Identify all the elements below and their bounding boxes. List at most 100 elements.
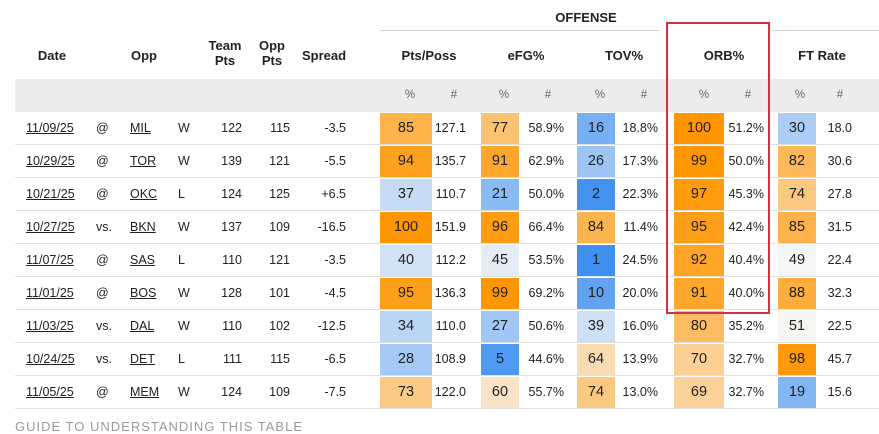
pts-poss-value: 122.0 (434, 385, 466, 399)
tov-percentile: 84 (577, 212, 615, 243)
offense-group-divider (380, 30, 660, 31)
subheader-pp-num: # (450, 89, 458, 101)
subheader-tov-num: # (640, 89, 648, 101)
pts-poss-percentile: 85 (380, 113, 432, 144)
efg-value: 50.6% (528, 319, 564, 333)
spread: -6.5 (324, 352, 346, 366)
opp-pts: 121 (269, 253, 290, 267)
header-spread[interactable]: Spread (301, 48, 347, 63)
ft-rate-value: 32.3 (827, 286, 852, 300)
location: @ (96, 154, 109, 168)
location: vs. (96, 352, 112, 366)
header-team-pts[interactable]: Team Pts (200, 38, 250, 68)
ft-rate-value: 30.6 (827, 154, 852, 168)
efg-percentile: 91 (481, 146, 519, 177)
row-divider (15, 342, 879, 343)
header-opp[interactable]: Opp (131, 48, 157, 63)
tov-value: 17.3% (622, 154, 658, 168)
location: vs. (96, 319, 112, 333)
ft-rate-value: 15.6 (827, 385, 852, 399)
header-pts-poss[interactable]: Pts/Poss (401, 48, 457, 63)
date-link[interactable]: 10/29/25 (26, 154, 75, 168)
orb-percentile: 69 (674, 377, 724, 408)
efg-value: 66.4% (528, 220, 564, 234)
result: L (178, 352, 185, 366)
row-divider (15, 408, 879, 409)
tov-percentile: 26 (577, 146, 615, 177)
result: L (178, 187, 185, 201)
orb-value: 40.0% (728, 286, 764, 300)
date-link[interactable]: 11/05/25 (26, 385, 74, 399)
opponent-link[interactable]: MEM (130, 385, 160, 399)
row-divider (15, 309, 879, 310)
tov-percentile: 2 (577, 179, 615, 210)
spread: +6.5 (321, 187, 346, 201)
opp-pts: 121 (269, 154, 290, 168)
efg-value: 50.0% (528, 187, 564, 201)
efg-value: 44.6% (528, 352, 564, 366)
header-tov[interactable]: TOV% (604, 48, 644, 63)
efg-value: 53.5% (528, 253, 564, 267)
opponent-link[interactable]: BOS (130, 286, 157, 300)
team-pts: 122 (221, 121, 242, 135)
pts-poss-percentile: 73 (380, 377, 432, 408)
opponent-link[interactable]: DAL (130, 319, 155, 333)
orb-percentile: 80 (674, 311, 724, 342)
orb-percentile: 95 (674, 212, 724, 243)
ft-rate-value: 45.7 (827, 352, 852, 366)
date-link[interactable]: 10/27/25 (26, 220, 75, 234)
date-link[interactable]: 11/01/25 (26, 286, 74, 300)
opponent-link[interactable]: TOR (130, 154, 157, 168)
pts-poss-percentile: 100 (380, 212, 432, 243)
tov-percentile: 64 (577, 344, 615, 375)
orb-percentile: 97 (674, 179, 724, 210)
location: @ (96, 187, 109, 201)
date-link[interactable]: 11/09/25 (26, 121, 74, 135)
ft-rate-percentile: 30 (778, 113, 816, 144)
opp-pts: 125 (269, 187, 290, 201)
ft-rate-value: 22.5 (827, 319, 852, 333)
opponent-link[interactable]: SAS (130, 253, 156, 267)
opponent-link[interactable]: BKN (130, 220, 156, 234)
opponent-link[interactable]: DET (130, 352, 155, 366)
opponent-link[interactable]: OKC (130, 187, 158, 201)
header-opp-pts[interactable]: Opp Pts (250, 38, 294, 68)
result: W (178, 319, 190, 333)
date-link[interactable]: 11/03/25 (26, 319, 74, 333)
date-link[interactable]: 10/21/25 (26, 187, 75, 201)
opponent-link[interactable]: MIL (130, 121, 151, 135)
pts-poss-value: 110.7 (435, 187, 466, 201)
ft-rate-percentile: 74 (778, 179, 816, 210)
result: W (178, 385, 190, 399)
subheader-tov-pct: % (594, 89, 606, 101)
spread: -5.5 (324, 154, 346, 168)
result: W (178, 121, 190, 135)
date-link[interactable]: 10/24/25 (26, 352, 75, 366)
tov-percentile: 16 (577, 113, 615, 144)
header-ft-rate[interactable]: FT Rate (798, 48, 846, 63)
orb-percentile: 100 (674, 113, 724, 144)
row-divider (15, 144, 879, 145)
opp-pts: 102 (269, 319, 290, 333)
header-orb[interactable]: ORB% (703, 48, 745, 63)
team-pts: 137 (221, 220, 242, 234)
orb-percentile: 91 (674, 278, 724, 309)
pts-poss-percentile: 95 (380, 278, 432, 309)
subheader-orb-pct: % (698, 89, 710, 101)
pts-poss-value: 108.9 (434, 352, 466, 366)
orb-percentile: 92 (674, 245, 724, 276)
efg-value: 69.2% (528, 286, 564, 300)
tov-percentile: 10 (577, 278, 615, 309)
date-link[interactable]: 11/07/25 (26, 253, 74, 267)
orb-value: 50.0% (728, 154, 764, 168)
tov-value: 16.0% (622, 319, 658, 333)
header-date[interactable]: Date (37, 48, 67, 63)
efg-percentile: 77 (481, 113, 519, 144)
offense-group-divider-right (772, 30, 879, 31)
tov-value: 24.5% (622, 253, 658, 267)
tov-percentile: 39 (577, 311, 615, 342)
tov-value: 22.3% (622, 187, 658, 201)
tov-percentile: 1 (577, 245, 615, 276)
orb-value: 40.4% (728, 253, 764, 267)
header-efg[interactable]: eFG% (507, 48, 545, 63)
